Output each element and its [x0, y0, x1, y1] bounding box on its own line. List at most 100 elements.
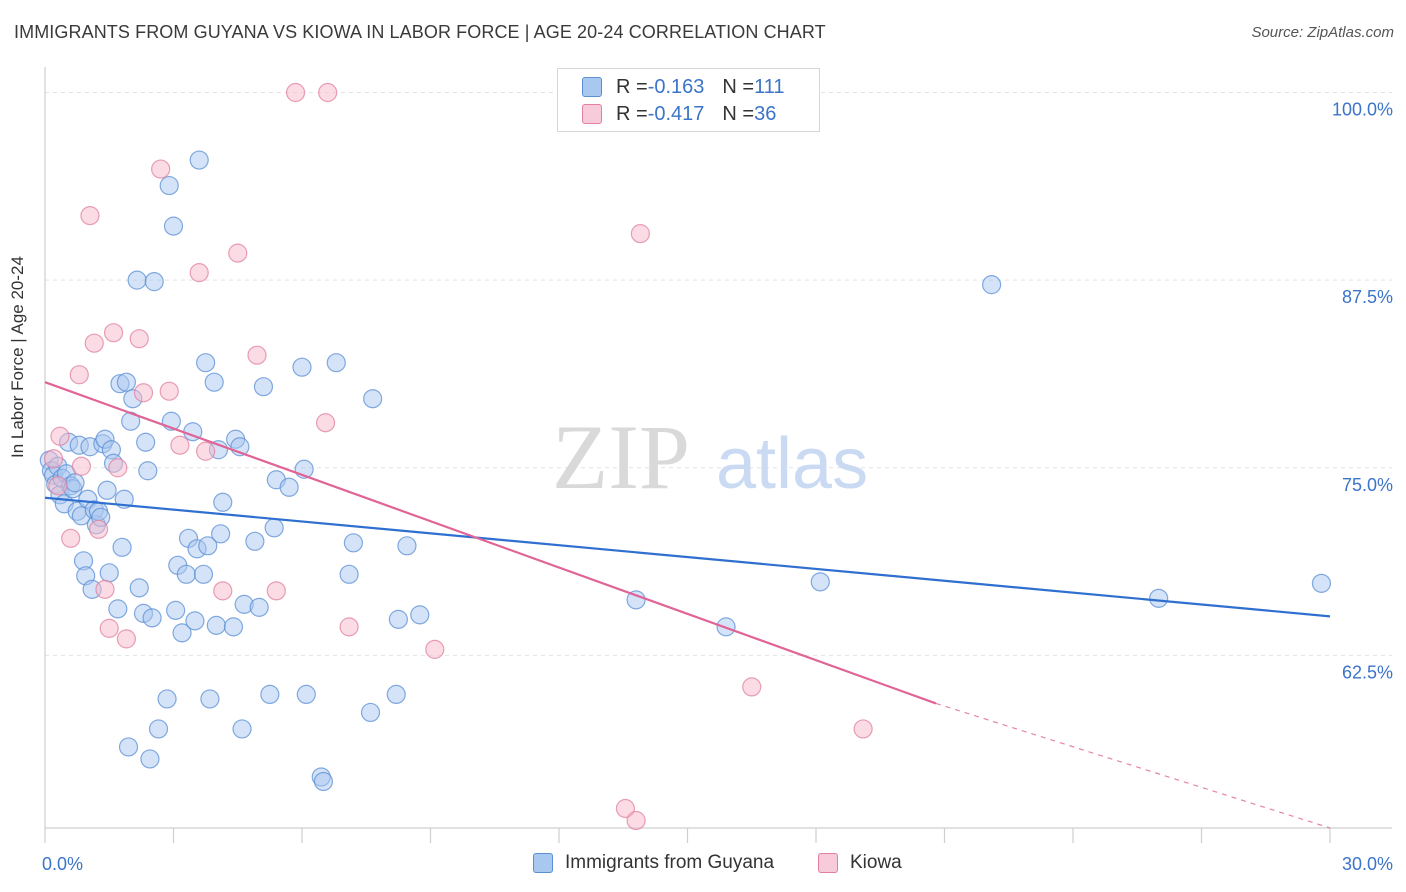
- guyana-point: [626, 590, 646, 610]
- guyana-point: [193, 564, 214, 584]
- guyana-point: [1311, 573, 1332, 593]
- guyana-point: [264, 518, 284, 538]
- kiowa-point: [853, 719, 873, 739]
- guyana-point: [213, 492, 233, 512]
- guyana-point: [140, 749, 160, 769]
- guyana-point: [232, 719, 252, 739]
- kiowa-point: [99, 618, 119, 638]
- kiowa-point: [133, 383, 154, 403]
- guyana-point: [65, 473, 85, 493]
- kiowa-point: [108, 458, 128, 478]
- axes: [44, 67, 1392, 843]
- guyana-point: [166, 600, 186, 620]
- kiowa-point: [103, 323, 124, 343]
- guyana-point: [176, 564, 196, 584]
- guyana-point: [1149, 588, 1169, 608]
- series-legend: Immigrants from Guyana Kiowa: [0, 852, 1406, 878]
- guyana-point: [296, 684, 316, 705]
- kiowa-point: [196, 441, 216, 461]
- guyana-point: [136, 432, 156, 452]
- kiowa-point: [95, 579, 115, 599]
- guyana-point: [982, 275, 1002, 295]
- kiowa-point: [129, 329, 149, 349]
- kiowa-point: [43, 449, 64, 469]
- guyana-point: [249, 597, 269, 617]
- guyana-point: [388, 609, 408, 629]
- series-legend-label: Immigrants from Guyana: [565, 852, 775, 873]
- guyana-point: [157, 689, 177, 709]
- guyana-point: [223, 617, 244, 637]
- kiowa-point: [315, 413, 336, 433]
- y-axis-label: In Labor Force | Age 20-24: [8, 256, 27, 458]
- guyana-point: [99, 563, 119, 583]
- correlation-legend: R = -0.163 N = 111 R = -0.417 N = 36: [557, 68, 820, 132]
- kiowa-point: [88, 519, 109, 539]
- kiowa-point: [69, 365, 89, 385]
- watermark: ZIP atlas: [552, 406, 868, 508]
- guyana-point: [279, 477, 299, 497]
- data-points: [39, 82, 1332, 831]
- guyana-point: [260, 684, 280, 705]
- x-tick-label: 0.0%: [42, 854, 83, 874]
- guyana-point: [211, 524, 231, 544]
- kiowa-point: [151, 159, 171, 179]
- guyana-trend-line: [44, 496, 1331, 618]
- kiowa-point: [742, 677, 762, 697]
- kiowa-point: [615, 798, 635, 819]
- series-legend-kiowa: Kiowa: [818, 852, 902, 874]
- guyana-point: [108, 599, 128, 619]
- y-tick-label: 87.5%: [1342, 287, 1393, 307]
- kiowa-point: [630, 224, 650, 244]
- kiowa-point: [84, 333, 104, 353]
- guyana-point: [339, 564, 359, 584]
- guyana-point: [326, 353, 346, 373]
- legend-row-kiowa: R = -0.417 N = 36: [582, 102, 776, 126]
- kiowa-point: [50, 426, 70, 446]
- guyana-point: [292, 357, 312, 377]
- chart-title: IMMIGRANTS FROM GUYANA VS KIOWA IN LABOR…: [14, 22, 826, 42]
- guyana-point: [206, 615, 226, 635]
- source-label: Source: ZipAtlas.com: [1251, 24, 1394, 41]
- guyana-point: [204, 372, 224, 392]
- kiowa-trend-extension: [935, 702, 1331, 829]
- series-legend-label: Kiowa: [850, 852, 902, 873]
- kiowa-point: [626, 810, 646, 831]
- x-tick-label: 30.0%: [1342, 854, 1393, 874]
- guyana-point: [185, 611, 205, 631]
- y-tick-label: 62.5%: [1342, 662, 1393, 682]
- kiowa-point: [213, 581, 233, 601]
- y-tick-label: 75.0%: [1342, 475, 1393, 495]
- legend-n-label: N =: [722, 102, 755, 125]
- guyana-point: [172, 623, 192, 643]
- legend-r-label: R =: [616, 102, 648, 125]
- guyana-point: [118, 737, 139, 757]
- kiowa-point: [425, 639, 445, 659]
- kiowa-trend-line: [44, 381, 937, 705]
- guyana-point: [112, 537, 132, 557]
- guyana-point: [144, 272, 164, 292]
- kiowa-point: [318, 82, 338, 103]
- guyana-point: [142, 608, 162, 628]
- legend-swatch-kiowa: [582, 104, 602, 124]
- kiowa-point: [80, 205, 100, 226]
- guyana-point: [148, 719, 169, 739]
- kiowa-point: [189, 263, 209, 283]
- guyana-point: [253, 377, 274, 397]
- kiowa-point: [116, 629, 136, 649]
- legend-n-label: N =: [722, 75, 755, 98]
- guyana-point: [163, 216, 184, 236]
- guyana-point: [116, 372, 136, 392]
- guyana-point: [343, 533, 363, 553]
- trend-lines: [44, 381, 1331, 829]
- guyana-point: [386, 684, 406, 705]
- kiowa-point: [228, 243, 248, 263]
- guyana-point: [245, 531, 265, 551]
- series-legend-guyana: Immigrants from Guyana: [533, 852, 774, 874]
- kiowa-point: [247, 345, 267, 365]
- legend-swatch-guyana: [582, 77, 602, 97]
- legend-r-value: -0.163: [647, 75, 705, 98]
- guyana-point: [97, 480, 117, 500]
- series-swatch-guyana: [533, 853, 553, 873]
- kiowa-point: [339, 617, 359, 637]
